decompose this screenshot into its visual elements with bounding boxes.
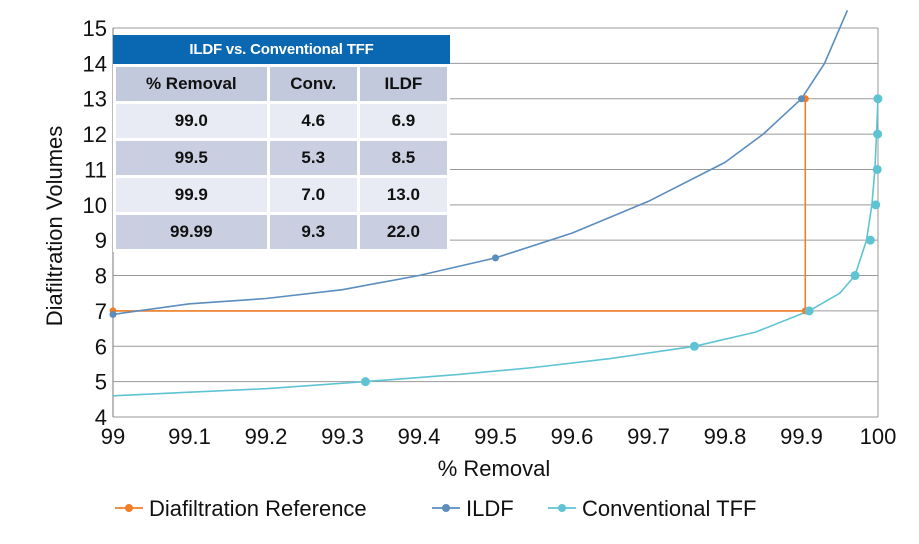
y-tick-label: 10 <box>83 193 107 218</box>
y-tick-label: 14 <box>83 51 107 76</box>
table-cell: 5.3 <box>266 138 360 178</box>
series-marker-1 <box>109 310 117 318</box>
y-tick-labels: 4 5 6 7 8 9 10 11 12 13 14 15 <box>83 16 107 430</box>
x-tick-label: 99.6 <box>551 424 594 449</box>
table-cell: 99.9 <box>113 175 270 215</box>
legend-marker <box>558 504 566 512</box>
x-tick-label: 99.2 <box>245 424 288 449</box>
series-marker-2 <box>873 129 883 139</box>
table-row: 99.5 5.3 8.5 <box>113 138 451 178</box>
table-header-cell: ILDF <box>356 64 451 104</box>
legend-label: ILDF <box>466 496 514 521</box>
table-cell: 7.0 <box>266 175 360 215</box>
series-marker-2 <box>871 200 881 210</box>
series-marker-2 <box>865 235 875 245</box>
x-axis-label: % Removal <box>438 456 550 481</box>
x-tick-label: 100 <box>860 424 897 449</box>
series-marker-2 <box>850 271 860 281</box>
table-title: ILDF vs. Conventional TFF <box>113 35 450 64</box>
table-cell: 6.9 <box>356 101 451 141</box>
table-cell: 22.0 <box>356 212 451 252</box>
legend-label: Diafiltration Reference <box>149 496 367 521</box>
y-tick-label: 15 <box>83 16 107 41</box>
x-tick-label: 99.8 <box>704 424 747 449</box>
table-header-cell: % Removal <box>113 64 270 104</box>
table-cell: 4.6 <box>266 101 360 141</box>
series-marker-2 <box>360 377 370 387</box>
series-marker-2 <box>689 341 699 351</box>
y-tick-label: 6 <box>95 334 107 359</box>
y-tick-label: 13 <box>83 87 107 112</box>
table-cell: 13.0 <box>356 175 451 215</box>
x-tick-label: 99.1 <box>168 424 211 449</box>
x-tick-label: 99.9 <box>780 424 823 449</box>
comparison-table: ILDF vs. Conventional TFF % Removal Conv… <box>113 35 451 252</box>
table-grid: % Removal Conv. ILDF 99.0 4.6 6.9 99.5 5… <box>113 64 451 252</box>
legend: Diafiltration Reference ILDF Conventional … <box>115 496 756 521</box>
y-tick-label: 11 <box>84 157 107 182</box>
series-line-2 <box>112 98 879 397</box>
legend-label: Conventional TFF <box>582 496 756 521</box>
series-marker-2 <box>872 164 882 174</box>
table-row: 99.9 7.0 13.0 <box>113 175 451 215</box>
y-tick-label: 7 <box>95 299 107 324</box>
table-cell: 99.99 <box>113 212 270 252</box>
y-tick-label: 9 <box>95 228 107 253</box>
x-tick-label: 99 <box>101 424 125 449</box>
y-tick-label: 12 <box>83 122 107 147</box>
y-tick-label: 5 <box>95 370 107 395</box>
series-marker-2 <box>873 94 883 104</box>
x-tick-label: 99.5 <box>474 424 517 449</box>
table-cell: 9.3 <box>266 212 360 252</box>
table-cell: 99.5 <box>113 138 270 178</box>
legend-marker <box>442 504 450 512</box>
table-header-cell: Conv. <box>266 64 360 104</box>
y-axis-label: Diafiltration Volumes <box>42 126 67 327</box>
table-header-row: % Removal Conv. ILDF <box>113 64 451 104</box>
table-cell: 99.0 <box>113 101 270 141</box>
table-row: 99.99 9.3 22.0 <box>113 212 451 252</box>
series-marker-1 <box>798 95 805 103</box>
series-marker-2 <box>804 306 814 316</box>
x-tick-label: 99.7 <box>627 424 670 449</box>
series-markers <box>109 94 883 387</box>
y-tick-label: 8 <box>95 264 107 289</box>
table-cell: 8.5 <box>356 138 451 178</box>
y-tick-label: 4 <box>95 405 107 430</box>
x-tick-labels: 99 99.1 99.2 99.3 99.4 99.5 99.6 99.7 99.8 99.9 10… <box>101 424 897 449</box>
legend-marker <box>125 504 133 512</box>
x-tick-label: 99.3 <box>321 424 364 449</box>
series-marker-1 <box>492 254 499 262</box>
table-row: 99.0 4.6 6.9 <box>113 101 451 141</box>
x-tick-label: 99.4 <box>398 424 441 449</box>
